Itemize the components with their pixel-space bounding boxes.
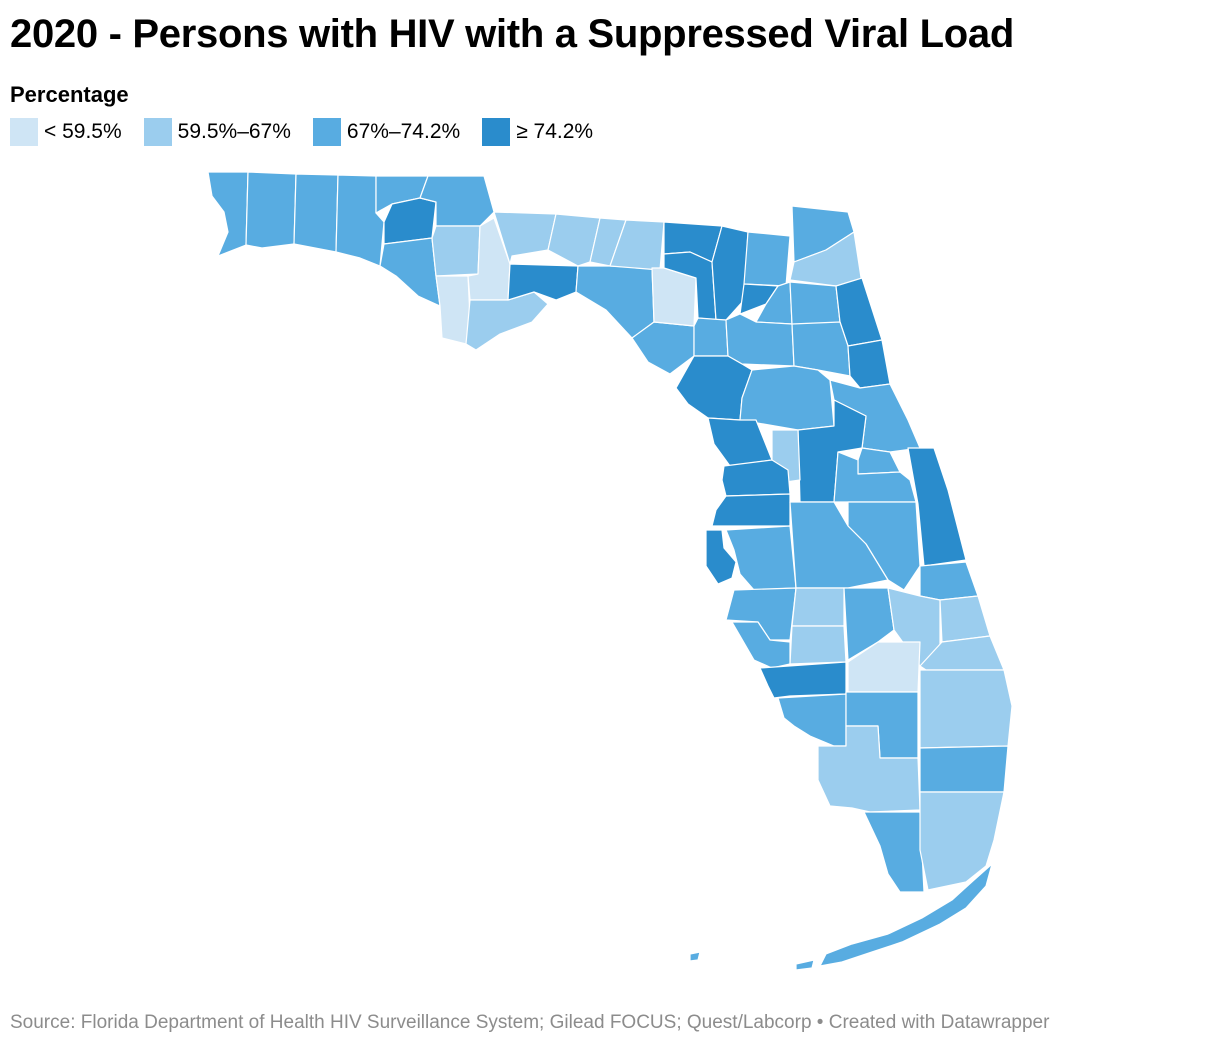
county-calhoun[interactable]	[431, 225, 481, 277]
county-monroe-mainland[interactable]	[863, 811, 925, 893]
legend-swatch	[312, 118, 341, 146]
county-santa-rosa[interactable]	[245, 171, 297, 249]
legend-item-lowest: < 59.5%	[10, 118, 122, 146]
county-collier[interactable]	[817, 725, 921, 813]
legend-title: Percentage	[10, 82, 129, 107]
county-wakulla[interactable]	[507, 263, 579, 301]
county-taylor[interactable]	[575, 265, 655, 339]
county-brevard[interactable]	[907, 447, 967, 567]
county-flagler[interactable]	[847, 339, 891, 389]
county-gulf[interactable]	[435, 275, 471, 345]
county-washington[interactable]	[383, 197, 437, 245]
county-orange[interactable]	[833, 451, 917, 503]
legend-label: 59.5%–67%	[177, 120, 291, 143]
county-indian-river[interactable]	[919, 561, 979, 601]
legend: < 59.5% 59.5%–67% 67%–74.2% ≥ 74.2%	[10, 118, 615, 146]
legend-swatch	[143, 118, 172, 146]
county-hillsborough[interactable]	[725, 525, 797, 591]
county-miami-dade[interactable]	[919, 791, 1005, 891]
legend-item-mid: 67%–74.2%	[312, 118, 461, 146]
county-okaloosa[interactable]	[293, 173, 339, 253]
county-franklin[interactable]	[465, 291, 549, 351]
county-charlotte[interactable]	[759, 661, 847, 699]
county-gilchrist[interactable]	[693, 317, 729, 357]
source-note: Source: Florida Department of Health HIV…	[10, 1012, 1050, 1033]
legend-swatch	[482, 118, 511, 146]
county-palm-beach[interactable]	[919, 669, 1013, 749]
county-broward[interactable]	[919, 745, 1009, 793]
county-monroe-keys-west[interactable]	[795, 959, 815, 971]
legend-label: 67%–74.2%	[346, 120, 461, 143]
legend-label: < 59.5%	[44, 120, 122, 143]
county-escambia[interactable]	[207, 171, 249, 257]
county-gadsden[interactable]	[493, 211, 557, 265]
legend-label: ≥ 74.2%	[516, 120, 594, 143]
county-bay[interactable]	[379, 237, 441, 307]
county-pasco[interactable]	[711, 493, 791, 527]
legend-swatch	[10, 118, 38, 146]
county-hardee[interactable]	[791, 587, 845, 627]
legend-item-low: 59.5%–67%	[143, 118, 291, 146]
county-leon[interactable]	[547, 213, 601, 267]
legend-item-highest: ≥ 74.2%	[482, 118, 593, 146]
county-st-lucie[interactable]	[939, 595, 991, 643]
county-dry-tortugas[interactable]	[689, 951, 701, 962]
county-lafayette[interactable]	[651, 267, 697, 327]
county-pinellas[interactable]	[705, 529, 737, 585]
county-monroe-keys[interactable]	[819, 863, 993, 967]
chart-title: 2020 - Persons with HIV with a Suppresse…	[10, 12, 1014, 56]
county-desoto[interactable]	[789, 625, 847, 665]
county-baker[interactable]	[743, 231, 791, 287]
county-highlands[interactable]	[843, 587, 895, 661]
county-lee[interactable]	[777, 693, 847, 747]
county-hernando[interactable]	[721, 459, 791, 497]
county-citrus[interactable]	[707, 417, 773, 467]
